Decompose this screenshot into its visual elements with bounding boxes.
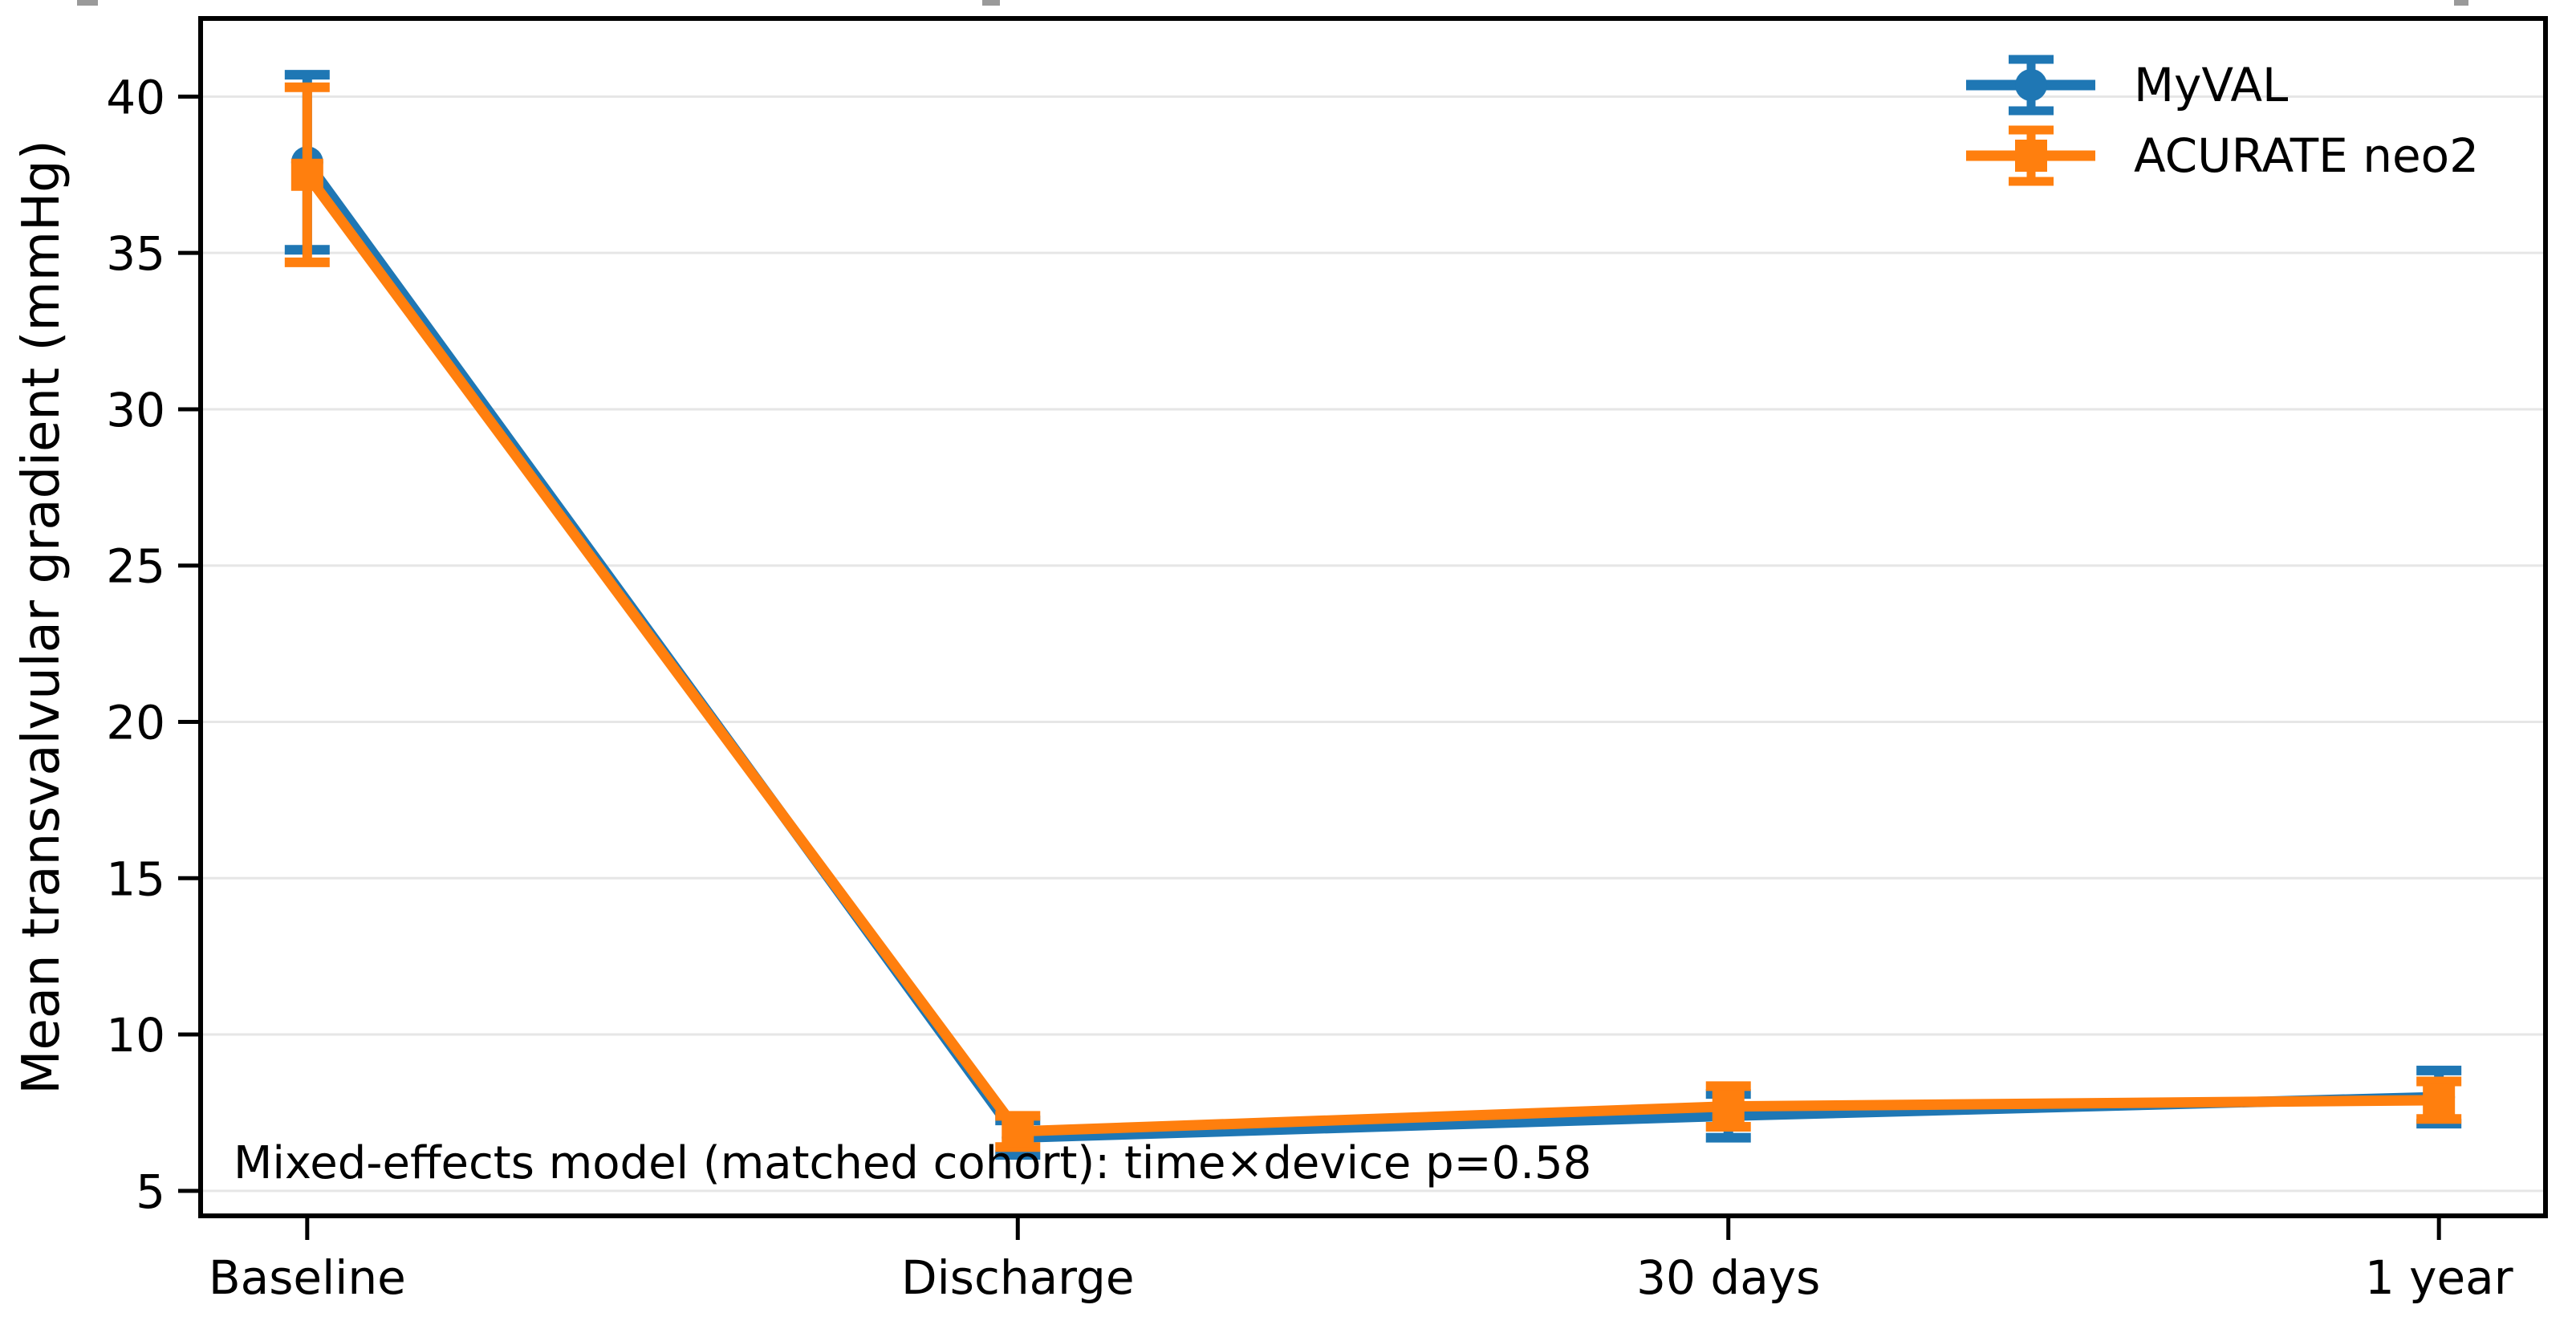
y-tick-label: 5	[136, 1164, 165, 1219]
data-point-marker	[1002, 1115, 1034, 1148]
legend-label-acurate-neo2: ACURATE neo2	[2134, 128, 2480, 183]
legend-sample-marker	[2015, 140, 2047, 172]
annotation-text: Mixed-effects model (matched cohort): ti…	[234, 1137, 1592, 1189]
legend: MyVAL ACURATE neo2	[1965, 50, 2479, 191]
data-point-marker	[2423, 1083, 2456, 1116]
series-line	[303, 159, 2440, 1144]
plot-border	[198, 16, 2548, 1218]
cropped-text-artifact	[982, 0, 1000, 6]
x-tick-label: Baseline	[209, 1250, 406, 1305]
legend-item-acurate-neo2: ACURATE neo2	[1965, 120, 2479, 191]
cropped-text-artifact	[2454, 0, 2468, 6]
data-point-marker	[291, 158, 323, 191]
y-tick-label: 40	[106, 70, 165, 124]
y-tick-label: 25	[106, 539, 165, 594]
y-tick-label: 30	[106, 383, 165, 437]
legend-errorbar-marker-acurate-neo2-icon	[1966, 125, 2095, 186]
series-acurate-neo2	[284, 82, 2462, 1152]
y-axis-label: Mean transvalvular gradient (mmHg)	[12, 140, 71, 1095]
legend-errorbar-marker-myval-icon	[1966, 55, 2095, 116]
x-tick-label: Discharge	[901, 1250, 1135, 1305]
x-tick-label: 30 days	[1636, 1250, 1820, 1305]
series-line	[303, 171, 2440, 1137]
cropped-text-artifact	[77, 0, 98, 6]
y-tick-label: 35	[106, 226, 165, 281]
legend-item-myval: MyVAL	[1965, 50, 2479, 120]
legend-label-myval: MyVAL	[2134, 58, 2289, 112]
legend-sample-marker	[2015, 69, 2047, 101]
y-tick-label: 20	[106, 696, 165, 750]
y-tick-label: 15	[106, 851, 165, 906]
series-myval	[284, 70, 2462, 1160]
data-point-marker	[1712, 1090, 1745, 1123]
x-tick-label: 1 year	[2365, 1250, 2513, 1305]
y-tick-label: 10	[106, 1008, 165, 1063]
